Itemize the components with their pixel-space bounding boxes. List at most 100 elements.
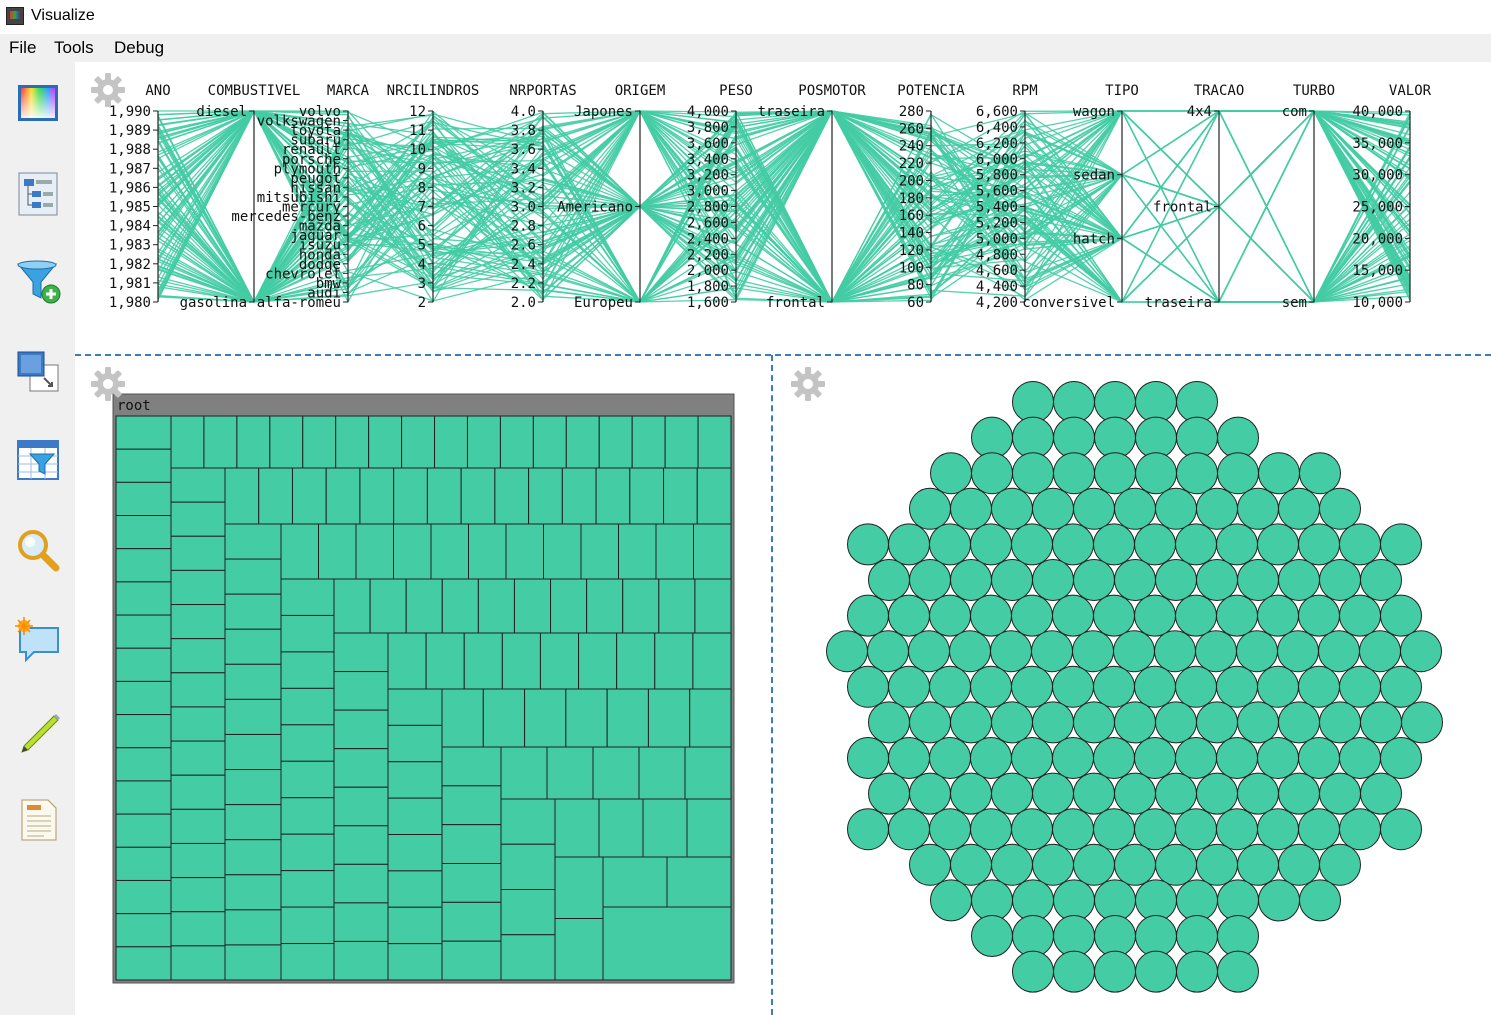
axis-origem[interactable]: ORIGEM Japones Americano Europeu: [557, 83, 665, 311]
bubble[interactable]: [1380, 594, 1422, 637]
bubble[interactable]: [1052, 737, 1094, 779]
bubble[interactable]: [847, 737, 889, 779]
bubble[interactable]: [1258, 452, 1300, 495]
treemap-cell[interactable]: [441, 824, 502, 864]
bubble[interactable]: [1298, 808, 1340, 851]
axis-combustivel[interactable]: COMBUSTIVEL diesel gasolina: [180, 83, 301, 311]
bubble[interactable]: [908, 630, 950, 673]
treemap-settings-gear-icon[interactable]: [90, 366, 126, 402]
treemap-cell[interactable]: [654, 632, 694, 690]
bubble[interactable]: [1176, 452, 1218, 495]
bubble[interactable]: [971, 915, 1013, 957]
treemap-cell[interactable]: [333, 709, 389, 750]
treemap-cell[interactable]: [697, 415, 732, 469]
treemap-cell[interactable]: [426, 467, 462, 525]
treemap-cell[interactable]: [333, 786, 389, 827]
bubble[interactable]: [1216, 737, 1258, 779]
bubble[interactable]: [950, 701, 992, 744]
bubble[interactable]: [1380, 737, 1422, 779]
bubble[interactable]: [1278, 559, 1320, 601]
axis-marca[interactable]: MARCAvolvovolkswagentoyotasubarurenaultp…: [231, 83, 369, 311]
treemap-cell[interactable]: [224, 839, 282, 876]
bubble[interactable]: [1093, 665, 1135, 708]
bubble[interactable]: [1217, 879, 1259, 922]
treemap-cell[interactable]: [170, 877, 226, 913]
bubble[interactable]: [1319, 487, 1361, 530]
axis-nrportas[interactable]: NRPORTAS 4.0 3.8 3.6 3.4 3.2 3.0 2.8 2.6 2.4 2.2 2.…: [509, 83, 576, 311]
treemap-cell[interactable]: [441, 578, 479, 634]
bubble[interactable]: [1032, 701, 1074, 744]
bubble[interactable]: [950, 487, 992, 530]
bubble[interactable]: [1053, 381, 1095, 423]
bubble[interactable]: [1073, 701, 1115, 744]
bubble[interactable]: [1072, 630, 1114, 673]
panel-divider-vertical[interactable]: [771, 355, 773, 1015]
bubble[interactable]: [929, 737, 971, 779]
bubble[interactable]: [868, 772, 910, 815]
bubble[interactable]: [1237, 843, 1279, 886]
treemap-cell[interactable]: [170, 604, 226, 640]
treemap-cell[interactable]: [580, 523, 619, 580]
treemap-cell[interactable]: [224, 523, 282, 560]
treemap-cell[interactable]: [280, 797, 335, 835]
bubble[interactable]: [929, 594, 971, 637]
treemap-cell[interactable]: [387, 943, 443, 981]
bubble[interactable]: [1134, 594, 1176, 637]
treemap-cell[interactable]: [224, 663, 282, 700]
bubble[interactable]: [930, 879, 972, 922]
treemap-cell[interactable]: [694, 578, 732, 634]
treemap-cell[interactable]: [499, 415, 534, 469]
treemap-cell[interactable]: [524, 688, 567, 748]
annotation-icon[interactable]: [14, 616, 62, 664]
axis-nrcilindros[interactable]: NRCILINDROS 12 11 10 9 8 7 6 5 4 3 2: [387, 83, 480, 311]
treemap-cell[interactable]: [115, 415, 172, 450]
bubble[interactable]: [1298, 737, 1340, 779]
axis-rpm[interactable]: RPM6,6006,4006,2006,0005,8005,6005,4005,…: [976, 83, 1038, 311]
treemap-cell[interactable]: [115, 614, 172, 649]
treemap-cell[interactable]: [618, 523, 657, 580]
treemap-cell[interactable]: [224, 558, 282, 595]
bubble[interactable]: [1052, 665, 1094, 708]
treemap-cell[interactable]: [463, 632, 503, 690]
treemap-cell[interactable]: [115, 780, 172, 815]
pencil-icon[interactable]: [14, 706, 62, 754]
bubble[interactable]: [1257, 737, 1299, 779]
bubble[interactable]: [1176, 381, 1218, 423]
treemap-cell[interactable]: [280, 906, 335, 945]
treemap-cell[interactable]: [115, 481, 172, 517]
bubble[interactable]: [888, 594, 930, 637]
bubble[interactable]: [1196, 843, 1238, 886]
treemap-cell[interactable]: [539, 632, 580, 690]
bubble[interactable]: [971, 879, 1013, 922]
treemap-cell[interactable]: [236, 415, 271, 469]
bubble[interactable]: [1053, 452, 1095, 495]
bubble[interactable]: [1154, 630, 1196, 673]
bubble[interactable]: [1155, 772, 1197, 815]
treemap-cell[interactable]: [318, 523, 357, 580]
bubble[interactable]: [991, 701, 1033, 744]
bubble[interactable]: [1237, 487, 1279, 530]
treemap-cell[interactable]: [606, 688, 649, 748]
treemap-cell[interactable]: [477, 578, 515, 634]
treemap-cell[interactable]: [441, 940, 502, 981]
treemap-cell[interactable]: [561, 467, 597, 525]
bubble[interactable]: [1216, 594, 1258, 637]
bubble[interactable]: [1360, 701, 1402, 744]
treemap-cell[interactable]: [500, 843, 556, 890]
bubble[interactable]: [1032, 772, 1074, 815]
treemap-cell[interactable]: [393, 467, 428, 525]
treemap-cell[interactable]: [430, 523, 469, 580]
bubble[interactable]: [1176, 950, 1218, 993]
bubble[interactable]: [868, 701, 910, 744]
bubble[interactable]: [1298, 523, 1340, 566]
treemap-cell[interactable]: [333, 748, 389, 788]
bubble[interactable]: [1258, 879, 1300, 922]
bubble[interactable]: [1339, 808, 1381, 851]
bubble[interactable]: [930, 452, 972, 495]
treemap-cell[interactable]: [494, 467, 530, 525]
bubble[interactable]: [1278, 487, 1320, 530]
hierarchy-icon[interactable]: [14, 170, 62, 218]
treemap-cell[interactable]: [500, 798, 556, 845]
bubble[interactable]: [1134, 808, 1176, 851]
